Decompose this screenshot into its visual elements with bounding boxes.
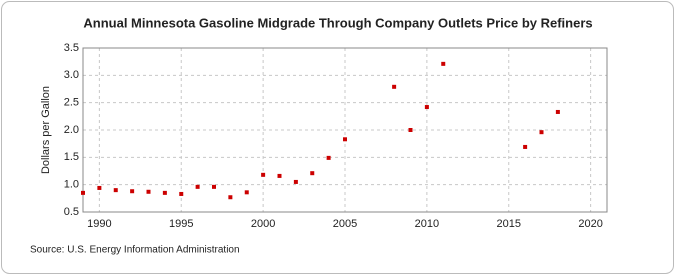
point [392,84,397,89]
point [113,188,118,193]
point [244,190,249,195]
x-tick-label: 2015 [497,218,521,230]
x-tick-label: 2020 [578,218,602,230]
point [81,190,85,195]
x-tick-label: 1990 [87,218,111,230]
source-note: Source: U.S. Energy Information Administ… [30,245,240,256]
point [555,109,560,114]
point [212,184,216,189]
point [162,190,167,195]
point [146,189,151,194]
point [539,130,544,135]
y-tick-label: 0.5 [64,206,79,218]
y-tick-label: 2.0 [64,124,79,136]
y-axis-label: Dollars per Gallon [40,86,52,174]
point [179,191,184,196]
point [326,155,331,160]
point [97,185,102,190]
y-tick-label: 1.0 [64,179,79,191]
point [130,189,135,194]
point [310,171,315,176]
point [261,172,266,177]
y-tick-label: 3.0 [64,69,79,81]
point [523,144,528,149]
x-tick-label: 1995 [169,218,193,230]
point [441,61,446,66]
x-tick-label: 2000 [251,218,275,230]
x-tick-label: 2010 [415,218,439,230]
point [343,137,347,142]
chart-title: Annual Minnesota Gasoline Midgrade Throu… [83,15,592,30]
plot-frame [82,47,608,213]
y-tick-label: 3.5 [64,42,79,54]
point [228,195,233,200]
x-tick-label: 2005 [333,218,357,230]
y-tick-label: 1.5 [64,151,79,163]
y-tick-label: 2.5 [64,97,79,109]
point [277,173,282,178]
point [424,105,429,110]
point [293,179,298,184]
point [408,128,413,132]
point [195,184,200,189]
